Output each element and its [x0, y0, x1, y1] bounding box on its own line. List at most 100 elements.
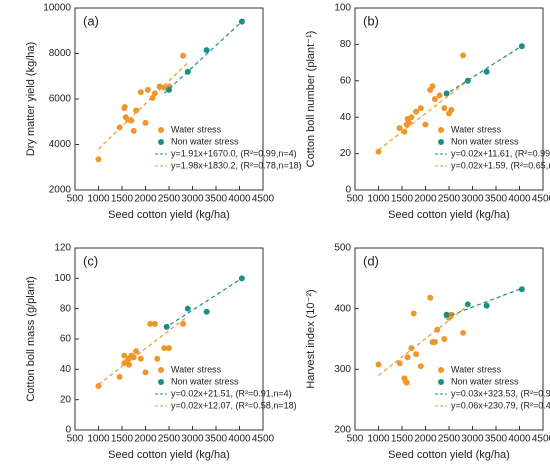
- point: [436, 92, 443, 99]
- x-tick-label: 1500: [391, 434, 414, 445]
- x-tick-label: 1000: [87, 434, 110, 445]
- y-tick-label: 40: [60, 364, 72, 375]
- y-tick-label: 100: [334, 3, 351, 14]
- y-axis-label: Cotton boll mass (g/plant): [25, 276, 37, 401]
- point: [121, 352, 128, 359]
- fit-line: [378, 305, 469, 376]
- point: [460, 52, 467, 59]
- x-axis-label: Seed cotton yield (kg/ha): [108, 209, 230, 221]
- point: [147, 320, 154, 327]
- point: [180, 320, 187, 327]
- legend-label: y=1.98x+1830.2, (R²=0.78,n=18): [171, 160, 302, 170]
- x-tick-label: 4500: [532, 434, 550, 445]
- panel-label: (b): [363, 13, 379, 28]
- x-axis-label: Seed cotton yield (kg/ha): [388, 449, 510, 461]
- point: [448, 106, 455, 113]
- x-tick-label: 3500: [485, 194, 508, 205]
- legend-label: Water stress: [171, 124, 222, 134]
- point: [404, 354, 411, 361]
- y-tick-label: 4000: [49, 139, 72, 150]
- x-tick-label: 1500: [111, 194, 134, 205]
- x-tick-label: 4000: [228, 434, 251, 445]
- x-tick-label: 500: [67, 434, 84, 445]
- y-tick-label: 20: [340, 148, 352, 159]
- fit-line: [163, 18, 245, 94]
- y-axis-label: Harvest index (10⁻²): [305, 289, 317, 388]
- point: [151, 320, 158, 327]
- y-tick-label: 40: [340, 112, 352, 123]
- x-tick-label: 3500: [485, 434, 508, 445]
- legend-label: y=0.02x+21.51, (R²=0.91,n=4): [171, 388, 292, 398]
- point: [443, 311, 450, 318]
- x-tick-label: 1000: [87, 194, 110, 205]
- x-tick-label: 1500: [391, 194, 414, 205]
- point: [417, 363, 424, 370]
- point: [166, 345, 172, 352]
- point: [408, 345, 415, 352]
- x-tick-label: 2000: [414, 434, 437, 445]
- point: [422, 121, 429, 128]
- panel-label: (a): [83, 13, 99, 28]
- point: [441, 105, 448, 112]
- point: [483, 68, 490, 75]
- point: [413, 351, 420, 358]
- x-tick-label: 4500: [532, 194, 550, 205]
- point: [375, 148, 382, 155]
- point: [126, 361, 133, 368]
- x-tick-label: 2000: [134, 194, 157, 205]
- fit-line: [98, 315, 189, 385]
- panel-label: (d): [363, 253, 379, 268]
- fit-line: [378, 80, 469, 151]
- point: [151, 90, 158, 97]
- legend-swatch: [158, 379, 164, 385]
- x-tick-label: 2000: [414, 194, 437, 205]
- legend-label: Non water stress: [171, 136, 239, 146]
- x-tick-label: 3500: [205, 194, 228, 205]
- y-tick-label: 60: [340, 75, 352, 86]
- point: [161, 84, 168, 91]
- y-tick-label: 60: [60, 334, 72, 345]
- point: [431, 339, 438, 346]
- point: [166, 86, 172, 93]
- point: [137, 355, 144, 362]
- point: [406, 119, 413, 126]
- legend-swatch: [438, 379, 444, 385]
- x-tick-label: 3500: [205, 434, 228, 445]
- point: [203, 47, 210, 54]
- x-tick-label: 3000: [461, 194, 484, 205]
- y-tick-label: 120: [54, 243, 71, 254]
- point: [144, 86, 151, 93]
- x-tick-label: 2500: [158, 434, 181, 445]
- legend-label: Non water stress: [451, 376, 519, 386]
- y-tick-label: 80: [60, 303, 72, 314]
- point: [137, 89, 144, 96]
- x-tick-label: 500: [347, 194, 364, 205]
- x-tick-label: 500: [347, 434, 364, 445]
- y-tick-label: 10000: [43, 3, 71, 14]
- legend-label: Water stress: [451, 364, 502, 374]
- point: [161, 345, 168, 352]
- point: [441, 336, 448, 342]
- legend-label: y=0.06x+230.79, (R²=0.43,n=18): [451, 400, 550, 410]
- y-tick-label: 500: [334, 243, 351, 254]
- x-tick-label: 1500: [111, 434, 134, 445]
- y-tick-label: 2000: [49, 185, 72, 196]
- legend-label: Water stress: [451, 124, 502, 134]
- fit-line: [444, 286, 525, 319]
- point: [431, 96, 438, 102]
- point: [483, 302, 490, 309]
- x-tick-label: 4500: [252, 434, 275, 445]
- y-tick-label: 6000: [49, 94, 72, 105]
- x-axis-label: Seed cotton yield (kg/ha): [388, 209, 510, 221]
- panel-label: (c): [83, 253, 98, 268]
- point: [142, 119, 149, 126]
- x-tick-label: 1000: [367, 194, 390, 205]
- legend-label: y=1.91x+1670.0, (R²=0.99,n=4): [171, 148, 297, 158]
- legend-label: Non water stress: [171, 376, 239, 386]
- legend-label: y=0.03x+323.53, (R²=0.92,n=4): [451, 388, 550, 398]
- x-tick-label: 2000: [134, 434, 157, 445]
- y-tick-label: 20: [60, 394, 72, 405]
- x-tick-label: 4000: [228, 194, 251, 205]
- x-axis-label: Seed cotton yield (kg/ha): [108, 449, 230, 461]
